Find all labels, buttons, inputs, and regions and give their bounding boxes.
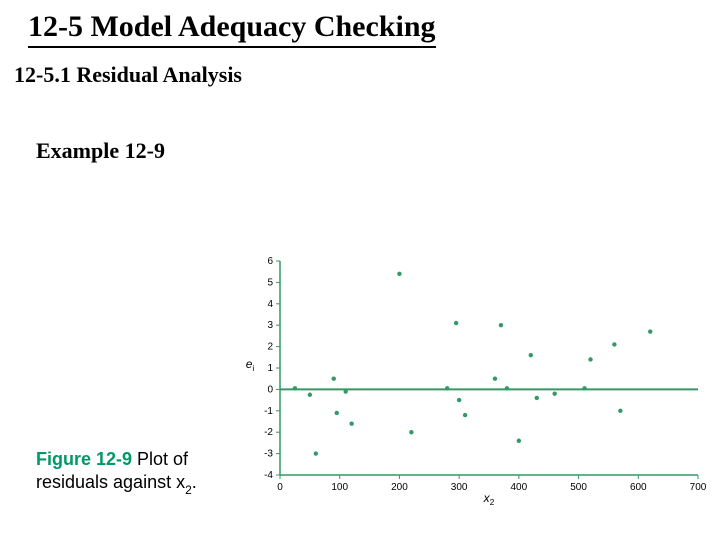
svg-text:200: 200 bbox=[391, 482, 408, 493]
example-heading: Example 12-9 bbox=[36, 138, 165, 164]
svg-text:100: 100 bbox=[331, 482, 348, 493]
subsection-heading: 12-5.1 Residual Analysis bbox=[14, 62, 242, 88]
svg-text:-3: -3 bbox=[264, 449, 273, 460]
svg-text:2: 2 bbox=[267, 342, 273, 353]
residual-scatter-chart: -4-3-2-101234560100200300400500600700x2e… bbox=[238, 255, 706, 505]
svg-text:5: 5 bbox=[267, 277, 273, 288]
svg-text:1: 1 bbox=[267, 363, 273, 374]
svg-text:700: 700 bbox=[690, 482, 706, 493]
slide: 12-5 Model Adequacy Checking 12-5.1 Resi… bbox=[0, 0, 720, 540]
svg-text:6: 6 bbox=[267, 256, 273, 267]
figure-label: Figure 12-9 bbox=[36, 449, 132, 469]
svg-text:500: 500 bbox=[570, 482, 587, 493]
svg-text:300: 300 bbox=[451, 482, 468, 493]
svg-text:-2: -2 bbox=[264, 427, 273, 438]
svg-text:4: 4 bbox=[267, 299, 273, 310]
figure-caption-post: . bbox=[192, 472, 197, 492]
svg-text:400: 400 bbox=[511, 482, 528, 493]
svg-text:3: 3 bbox=[267, 320, 273, 331]
svg-text:0: 0 bbox=[267, 384, 273, 395]
svg-text:600: 600 bbox=[630, 482, 647, 493]
slide-title: 12-5 Model Adequacy Checking bbox=[28, 10, 436, 48]
figure-caption: Figure 12-9 Plot of residuals against x2… bbox=[36, 448, 226, 496]
svg-text:-4: -4 bbox=[264, 470, 273, 481]
svg-text:0: 0 bbox=[277, 482, 283, 493]
figure-caption-sub: 2 bbox=[185, 483, 192, 497]
svg-text:-1: -1 bbox=[264, 406, 273, 417]
